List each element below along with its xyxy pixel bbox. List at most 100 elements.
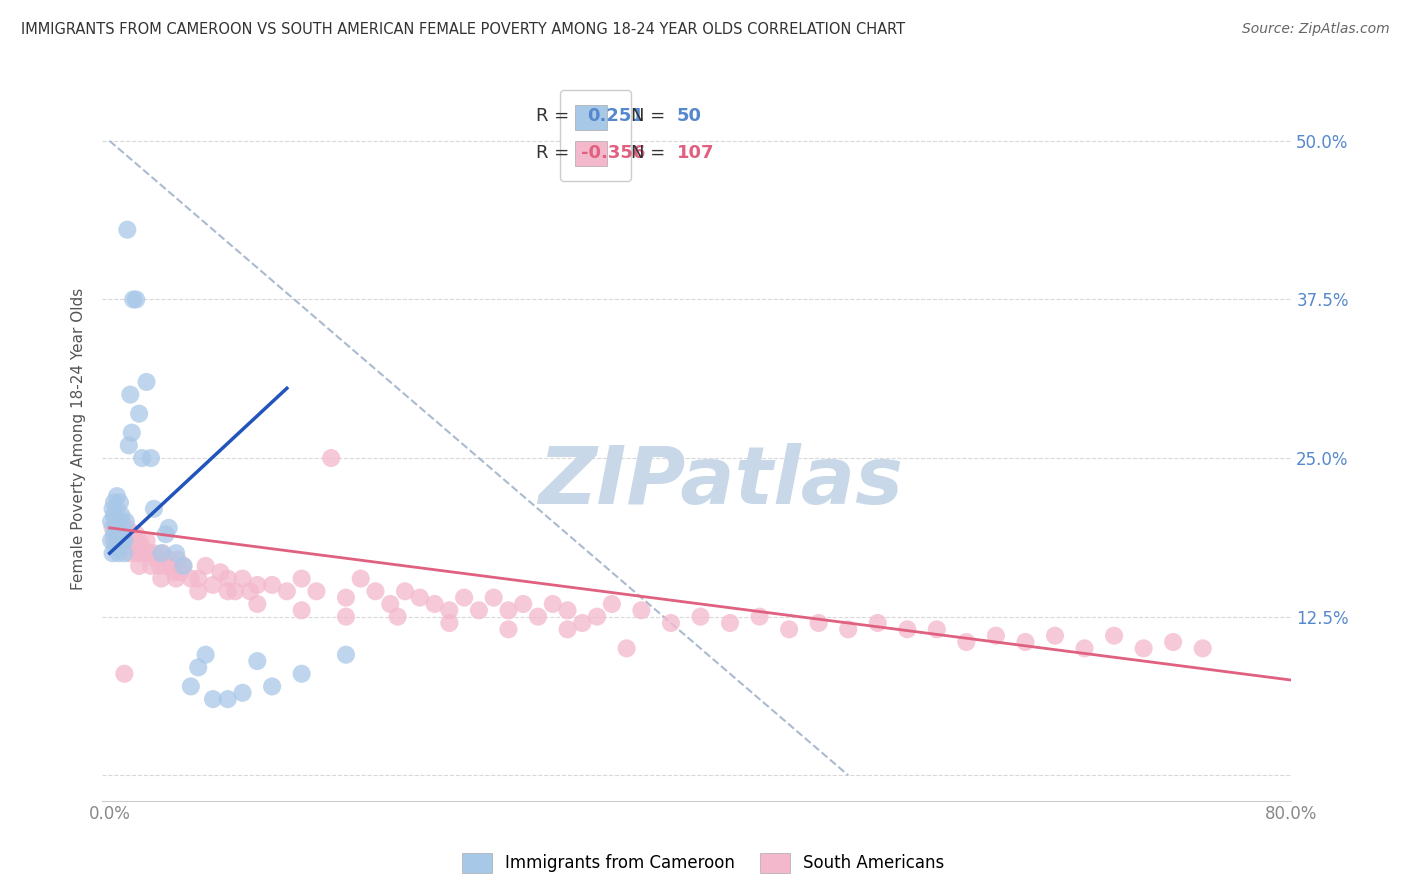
Point	[136, 546, 159, 560]
Point	[108, 495, 131, 509]
Point	[101, 501, 124, 516]
Point	[128, 533, 150, 548]
Point	[150, 572, 173, 586]
Point	[105, 501, 128, 516]
Point	[139, 451, 162, 466]
Point	[172, 558, 194, 573]
Point	[103, 533, 125, 548]
Point	[209, 566, 232, 580]
Point	[146, 552, 169, 566]
Point	[689, 609, 711, 624]
Point	[246, 597, 269, 611]
Point	[132, 546, 155, 560]
Point	[110, 508, 132, 523]
Point	[112, 533, 135, 548]
Text: 0.251: 0.251	[588, 108, 644, 126]
Point	[111, 527, 134, 541]
Point	[103, 495, 125, 509]
Point	[169, 566, 191, 580]
Point	[128, 558, 150, 573]
Point	[110, 533, 132, 548]
Point	[217, 692, 239, 706]
Point	[187, 572, 209, 586]
Point	[155, 527, 177, 541]
Point	[571, 615, 593, 630]
Point	[180, 572, 202, 586]
Point	[187, 584, 209, 599]
Point	[557, 623, 579, 637]
Point	[117, 222, 139, 236]
Point	[125, 293, 148, 307]
Point	[135, 533, 157, 548]
Point	[139, 558, 162, 573]
Point	[107, 546, 129, 560]
Point	[246, 578, 269, 592]
Point	[152, 546, 174, 560]
Point	[100, 533, 122, 548]
Point	[155, 558, 177, 573]
Point	[262, 680, 284, 694]
Point	[131, 451, 153, 466]
Point	[659, 615, 682, 630]
Point	[217, 584, 239, 599]
Point	[423, 597, 446, 611]
Point	[630, 603, 652, 617]
Point	[291, 572, 314, 586]
Point	[586, 609, 609, 624]
Point	[103, 527, 125, 541]
Point	[125, 527, 148, 541]
Point	[527, 609, 550, 624]
Legend: , : ,	[561, 90, 631, 181]
Point	[748, 609, 770, 624]
Point	[557, 603, 579, 617]
Point	[117, 521, 139, 535]
Point	[1102, 629, 1125, 643]
Point	[180, 680, 202, 694]
Point	[165, 572, 187, 586]
Point	[194, 648, 217, 662]
Point	[482, 591, 505, 605]
Point	[112, 546, 135, 560]
Point	[163, 566, 186, 580]
Point	[600, 597, 623, 611]
Point	[984, 629, 1007, 643]
Point	[108, 515, 131, 529]
Point	[112, 533, 135, 548]
Point	[115, 515, 138, 529]
Text: -0.356: -0.356	[582, 144, 645, 161]
Point	[165, 546, 187, 560]
Point	[120, 546, 142, 560]
Point	[498, 603, 520, 617]
Point	[108, 533, 131, 548]
Point	[217, 572, 239, 586]
Point	[866, 615, 889, 630]
Point	[194, 558, 217, 573]
Y-axis label: Female Poverty Among 18-24 Year Olds: Female Poverty Among 18-24 Year Olds	[72, 288, 86, 591]
Point	[321, 451, 343, 466]
Point	[128, 407, 150, 421]
Point	[100, 515, 122, 529]
Point	[201, 692, 224, 706]
Point	[187, 660, 209, 674]
Text: N =: N =	[631, 144, 665, 161]
Point	[110, 527, 132, 541]
Point	[512, 597, 534, 611]
Point	[105, 533, 128, 548]
Text: R =: R =	[536, 144, 569, 161]
Point	[127, 546, 149, 560]
Point	[224, 584, 246, 599]
Point	[778, 623, 800, 637]
Text: 50: 50	[676, 108, 702, 126]
Point	[925, 623, 948, 637]
Point	[232, 686, 254, 700]
Point	[1132, 641, 1154, 656]
Point	[160, 558, 183, 573]
Point	[135, 375, 157, 389]
Point	[157, 552, 180, 566]
Point	[129, 546, 152, 560]
Point	[807, 615, 830, 630]
Point	[305, 584, 328, 599]
Text: R =: R =	[536, 108, 569, 126]
Point	[409, 591, 432, 605]
Point	[239, 584, 262, 599]
